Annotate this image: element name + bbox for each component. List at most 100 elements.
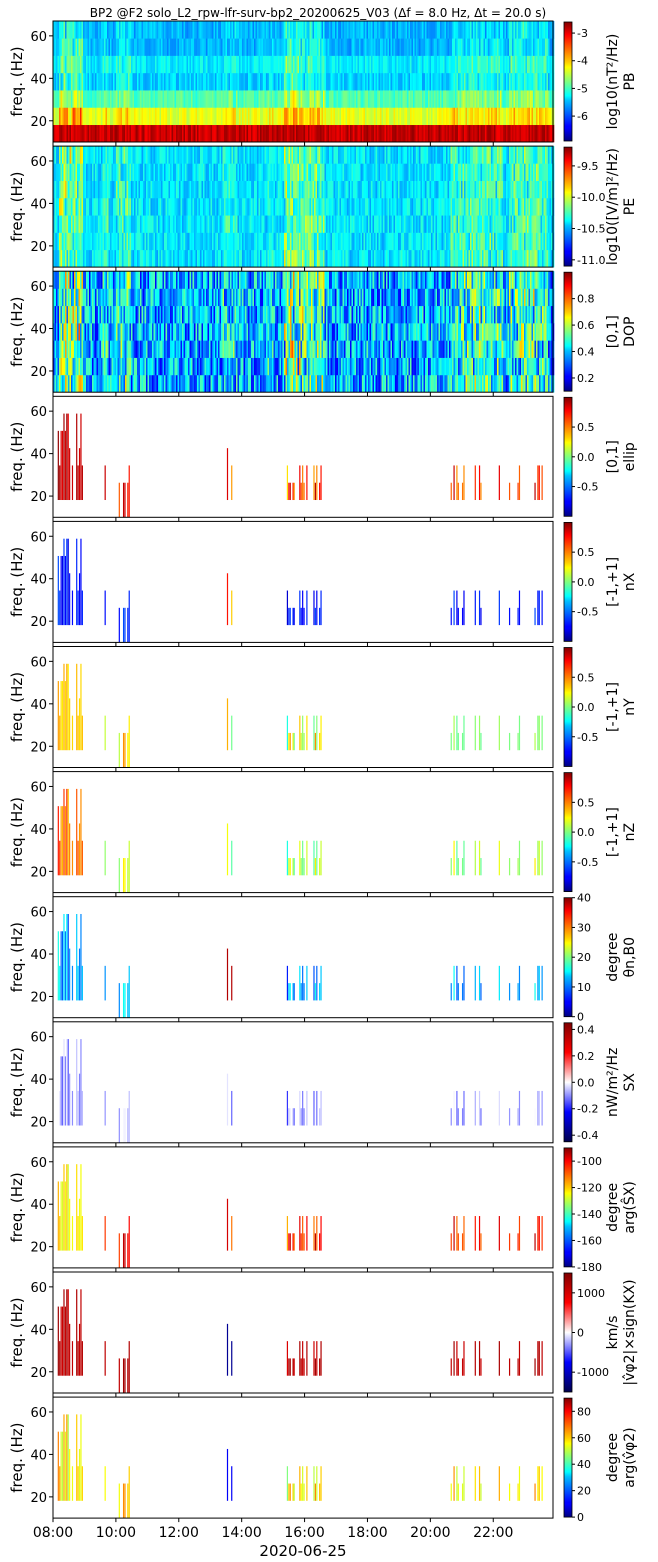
colorbar-tick-label: -10.5 (577, 223, 605, 236)
y-tick-label: 20 (30, 865, 47, 880)
colorbar-tick-label: 0.2 (577, 1050, 595, 1063)
y-tick-label: 60 (30, 30, 47, 45)
y-tick-label: 20 (30, 740, 47, 755)
panel-ny-frame (52, 646, 554, 768)
colorbar-tick-label: 20 (577, 951, 591, 964)
panel-sx: 20 40 60 freq. (Hz) 0.4 0.2 0.0 -0.2 -0.4 nW/m²/H… (8, 1021, 638, 1147)
colorbar-quantity-label: DOP (622, 317, 638, 347)
y-tick-label: 20 (30, 615, 47, 630)
x-tick-label: 22:00 (473, 1525, 513, 1541)
colorbar-quantity-label: arg(v̂φ2) (622, 1427, 638, 1487)
panel-pb-image (53, 21, 555, 143)
colorbar-tick-label: -10.0 (577, 191, 605, 204)
y-tick-label: 60 (30, 155, 47, 170)
colorbar-tick-label: -11.0 (577, 254, 605, 267)
panel-sx-ylabel: freq. (Hz) (8, 1047, 26, 1117)
y-tick-label: 40 (30, 448, 47, 463)
colorbar-tick-label: 0 (577, 1327, 584, 1340)
colorbar-tick-label: -6 (577, 110, 588, 123)
y-tick-label: 20 (30, 115, 47, 130)
y-tick-label: 60 (30, 1281, 47, 1296)
colorbar-unit-label: degree (605, 1433, 621, 1482)
x-tick-label: 08:00 (33, 1525, 73, 1541)
colorbar-unit-label: [0,1] (605, 440, 621, 473)
x-tick-label: 18:00 (347, 1525, 387, 1541)
panel-argv-colorbar: 80 60 40 20 0 degree arg(v̂φ2) (563, 1397, 638, 1524)
colorbar-tick-label: -9.5 (577, 160, 598, 173)
colorbar-unit-label: degree (605, 1183, 621, 1232)
panel-vphi-image (57, 1289, 543, 1393)
panel-pb: 20 40 60 freq. (Hz) -3 -4 -5 -6 log10(nT²/Hz) PB (8, 20, 638, 146)
panel-ellip-image (57, 413, 543, 518)
colorbar-quantity-label: PE (622, 198, 638, 215)
colorbar-tick-label: -160 (577, 1234, 602, 1247)
colorbar-quantity-label: arg(ŜX) (620, 1181, 638, 1233)
colorbar-tick-label: 1000 (577, 1287, 605, 1300)
y-tick-label: 60 (30, 1406, 47, 1421)
colorbar-tick-label: -0.5 (577, 731, 598, 744)
y-tick-label: 60 (30, 530, 47, 545)
colorbar-tick-label: 0 (577, 1011, 584, 1024)
panel-vphi-frame (52, 1271, 554, 1394)
y-tick-label: 20 (30, 240, 47, 255)
panel-sx-image (57, 1039, 543, 1143)
colorbar-tick-label: 80 (577, 1405, 591, 1418)
panel-ellip-frame (52, 395, 554, 518)
panel-nz-frame (52, 771, 554, 894)
colorbar-tick-label: -180 (577, 1261, 602, 1274)
panel-ny-image (57, 663, 543, 768)
panel-sx-colorbar: 0.4 0.2 0.0 -0.2 -0.4 nW/m²/Hz SX (563, 1022, 638, 1143)
panel-theta: 20 40 60 freq. (Hz) 40 30 20 10 0 degree θn,B0 (8, 892, 638, 1024)
panel-vphi-ylabel: freq. (Hz) (8, 1297, 26, 1367)
panel-ny-ylabel: freq. (Hz) (8, 672, 26, 742)
y-tick-label: 60 (30, 1031, 47, 1046)
colorbar-quantity-label: nX (622, 572, 638, 591)
panel-argv-frame (52, 1396, 554, 1519)
colorbar-tick-label: 0.0 (577, 701, 595, 714)
panel-theta-image (57, 913, 543, 1018)
colorbar-tick-label: 0.0 (577, 576, 595, 589)
colorbar-tick-label: 0.0 (577, 1076, 595, 1089)
colorbar-tick-label: -3 (577, 27, 588, 40)
colorbar-tick-label: 0.0 (577, 451, 595, 464)
panel-pe-ylabel: freq. (Hz) (8, 171, 26, 241)
panel-pe-image (53, 146, 555, 268)
colorbar-tick-label: 0.8 (577, 293, 595, 306)
colorbar-tick-label: 0.4 (577, 1023, 595, 1036)
y-tick-label: 40 (30, 948, 47, 963)
colorbar-tick-label: 0.5 (577, 421, 595, 434)
y-tick-label: 40 (30, 573, 47, 588)
panel-pb-frame (52, 20, 554, 143)
y-tick-label: 20 (30, 1366, 47, 1381)
colorbar-quantity-label: θn,B0 (622, 937, 638, 977)
y-tick-label: 40 (30, 197, 47, 212)
colorbar-tick-label: 0.0 (577, 826, 595, 839)
colorbar-tick-label: -0.5 (577, 606, 598, 619)
colorbar-tick-label: -140 (577, 1208, 602, 1221)
colorbar-tick-label: -120 (577, 1182, 602, 1195)
x-tick-label: 16:00 (284, 1525, 324, 1541)
colorbar-tick-label: -0.2 (577, 1103, 598, 1116)
x-tick-label: 20:00 (410, 1525, 450, 1541)
panel-ny: 20 40 60 freq. (Hz) 0.5 0.0 -0.5 [-1,+1] nY (8, 646, 638, 772)
panel-nx-colorbar: 0.5 0.0 -0.5 [-1,+1] nX (563, 522, 638, 642)
y-tick-label: 60 (30, 780, 47, 795)
panel-dop: 20 40 60 freq. (Hz) 0.8 0.6 0.4 0.2 [0,1] DOP (8, 270, 638, 397)
colorbar-tick-label: 0.5 (577, 546, 595, 559)
y-tick-label: 20 (30, 1491, 47, 1506)
colorbar-tick-label: 60 (577, 1432, 591, 1445)
colorbar-tick-label: 20 (577, 1485, 591, 1498)
colorbar-unit-label: log10(nT²/Hz) (605, 34, 621, 130)
panel-nx-frame (52, 520, 554, 643)
x-axis-label: 2020-06-25 (259, 1542, 346, 1560)
colorbar-tick-label: -0.5 (577, 856, 598, 869)
panel-pe: 20 40 60 freq. (Hz) -9.5 -10.0 -10.5 -11.0 log10… (8, 145, 638, 272)
x-tick-label: 10:00 (96, 1525, 136, 1541)
colorbar-tick-label: -4 (577, 55, 588, 68)
panel-argv-image (57, 1414, 543, 1519)
panel-nz: 20 40 60 freq. (Hz) 0.5 0.0 -0.5 [-1,+1] nZ (8, 771, 638, 897)
y-tick-label: 40 (30, 823, 47, 838)
panel-theta-colorbar: 40 30 20 10 0 degree θn,B0 (563, 892, 638, 1024)
